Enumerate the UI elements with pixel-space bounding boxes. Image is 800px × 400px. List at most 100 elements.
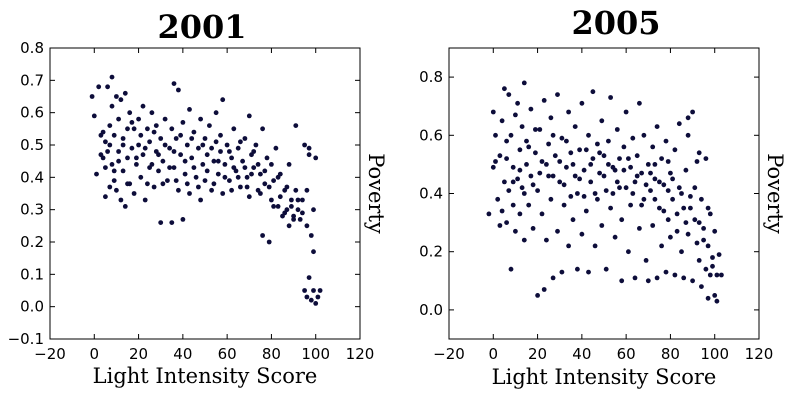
data-point — [510, 164, 516, 170]
data-point — [275, 174, 281, 180]
data-point — [579, 100, 585, 106]
data-point — [619, 217, 625, 223]
data-point — [652, 176, 658, 182]
data-point — [592, 243, 598, 249]
data-point — [592, 191, 598, 196]
y-tick-label: 0.7 — [20, 71, 44, 89]
data-point — [628, 202, 633, 208]
data-point — [497, 153, 503, 159]
data-point — [158, 136, 164, 141]
data-point — [621, 167, 627, 173]
y-tick-label: 0.8 — [20, 39, 44, 57]
data-point — [227, 149, 232, 154]
y-tick-label: 0.4 — [20, 168, 44, 186]
data-point — [493, 132, 498, 138]
data-point — [196, 184, 201, 190]
data-point — [570, 217, 576, 223]
data-point — [539, 159, 545, 164]
data-point — [182, 171, 188, 177]
data-point — [120, 142, 126, 148]
data-point — [672, 272, 678, 278]
data-point — [231, 126, 237, 132]
data-point — [530, 182, 536, 188]
x-tick-label: 100 — [301, 345, 330, 363]
data-point — [138, 174, 144, 180]
data-point — [140, 103, 146, 109]
data-point — [508, 266, 514, 272]
data-point — [125, 155, 130, 161]
x-axis-label: Light Intensity Score — [93, 364, 318, 388]
data-point — [499, 208, 505, 214]
data-point — [122, 90, 128, 96]
data-point — [275, 204, 281, 209]
data-point — [597, 150, 602, 156]
data-point — [597, 170, 602, 176]
data-point — [626, 249, 631, 255]
data-point — [151, 129, 157, 135]
data-point — [211, 181, 217, 187]
data-point — [235, 174, 241, 180]
data-point — [308, 297, 314, 303]
data-point — [634, 173, 640, 179]
data-point — [167, 165, 173, 171]
data-point — [129, 145, 135, 151]
data-point — [621, 144, 627, 150]
data-point — [535, 188, 540, 194]
data-point — [180, 120, 186, 125]
data-point — [712, 228, 718, 234]
data-point — [178, 132, 184, 138]
data-point — [692, 217, 698, 223]
data-point — [590, 156, 596, 162]
data-point — [564, 164, 569, 170]
data-point — [111, 132, 117, 138]
data-point — [679, 249, 684, 255]
data-point — [670, 176, 675, 182]
data-point — [550, 132, 556, 138]
data-point — [269, 197, 274, 203]
data-point — [705, 205, 711, 211]
data-point — [490, 164, 496, 170]
data-point — [614, 127, 620, 132]
data-point — [244, 184, 250, 190]
data-point — [583, 147, 589, 153]
data-point — [103, 139, 108, 145]
data-point — [716, 252, 722, 257]
data-point — [657, 205, 662, 211]
data-point — [262, 168, 268, 174]
data-point — [499, 118, 505, 124]
data-point — [246, 194, 252, 200]
data-point — [118, 97, 124, 103]
data-point — [601, 173, 607, 179]
data-point — [300, 210, 305, 216]
data-point — [550, 275, 556, 281]
data-point — [235, 145, 241, 151]
data-point — [171, 165, 177, 171]
data-point — [306, 152, 312, 158]
data-point — [198, 116, 204, 122]
data-point — [497, 223, 503, 228]
data-point — [703, 266, 709, 272]
chart-2001: 2001 −20 0 20 40 60 80 100 120 −0.1 0.0 0.1 0.2 0.3 0.… — [8, 8, 388, 388]
data-point — [140, 152, 146, 158]
data-point — [537, 127, 543, 132]
data-point — [634, 153, 640, 159]
data-point — [227, 178, 232, 184]
data-point — [224, 142, 230, 148]
data-point — [586, 132, 591, 138]
data-point — [623, 109, 629, 115]
data-point — [601, 153, 607, 159]
data-point — [696, 220, 702, 226]
data-point — [688, 194, 693, 199]
y-tick-label: 0.8 — [419, 68, 443, 86]
x-tick-label: 120 — [346, 345, 375, 363]
data-point — [588, 179, 594, 185]
x-tick-label: 60 — [218, 345, 237, 363]
data-point — [676, 185, 682, 191]
data-point — [659, 243, 664, 249]
data-point — [91, 113, 97, 119]
data-point — [109, 103, 115, 109]
data-point — [714, 298, 720, 304]
chart-2005: 2005 −20 0 20 40 60 80 100 120 0.0 0.2 0.4 0.6 0.8 Lig… — [419, 4, 787, 389]
data-point — [207, 123, 212, 128]
data-point — [490, 109, 496, 115]
